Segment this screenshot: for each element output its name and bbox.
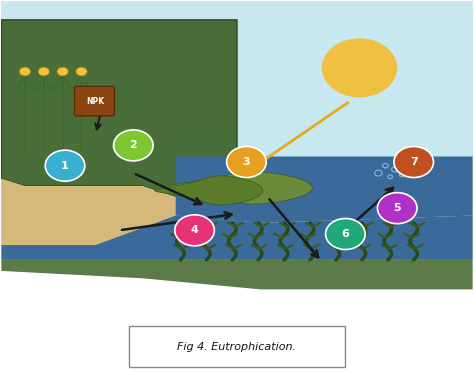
Polygon shape: [1, 179, 261, 245]
Text: 1: 1: [61, 161, 69, 171]
FancyBboxPatch shape: [1, 0, 473, 260]
Polygon shape: [1, 260, 473, 289]
Circle shape: [394, 147, 434, 177]
Circle shape: [322, 38, 397, 97]
FancyBboxPatch shape: [1, 260, 473, 371]
Circle shape: [114, 130, 153, 161]
Text: 7: 7: [410, 157, 418, 167]
Text: 6: 6: [341, 229, 349, 239]
Circle shape: [19, 67, 31, 76]
Polygon shape: [1, 20, 237, 215]
Polygon shape: [162, 171, 312, 204]
Circle shape: [175, 215, 214, 246]
Text: 2: 2: [129, 140, 137, 150]
Text: 4: 4: [191, 225, 199, 235]
Text: NPK: NPK: [87, 97, 105, 106]
Text: Fig 4. Eutrophication.: Fig 4. Eutrophication.: [177, 341, 297, 352]
FancyBboxPatch shape: [128, 326, 346, 367]
Text: 5: 5: [393, 203, 401, 213]
Circle shape: [38, 67, 49, 76]
Circle shape: [227, 147, 266, 177]
Circle shape: [326, 218, 365, 250]
FancyBboxPatch shape: [74, 86, 115, 116]
Polygon shape: [155, 176, 263, 205]
Polygon shape: [176, 157, 473, 223]
Circle shape: [76, 67, 87, 76]
Circle shape: [45, 150, 85, 181]
Text: 3: 3: [243, 157, 250, 167]
Circle shape: [377, 193, 417, 224]
Polygon shape: [1, 215, 473, 260]
Circle shape: [57, 67, 68, 76]
